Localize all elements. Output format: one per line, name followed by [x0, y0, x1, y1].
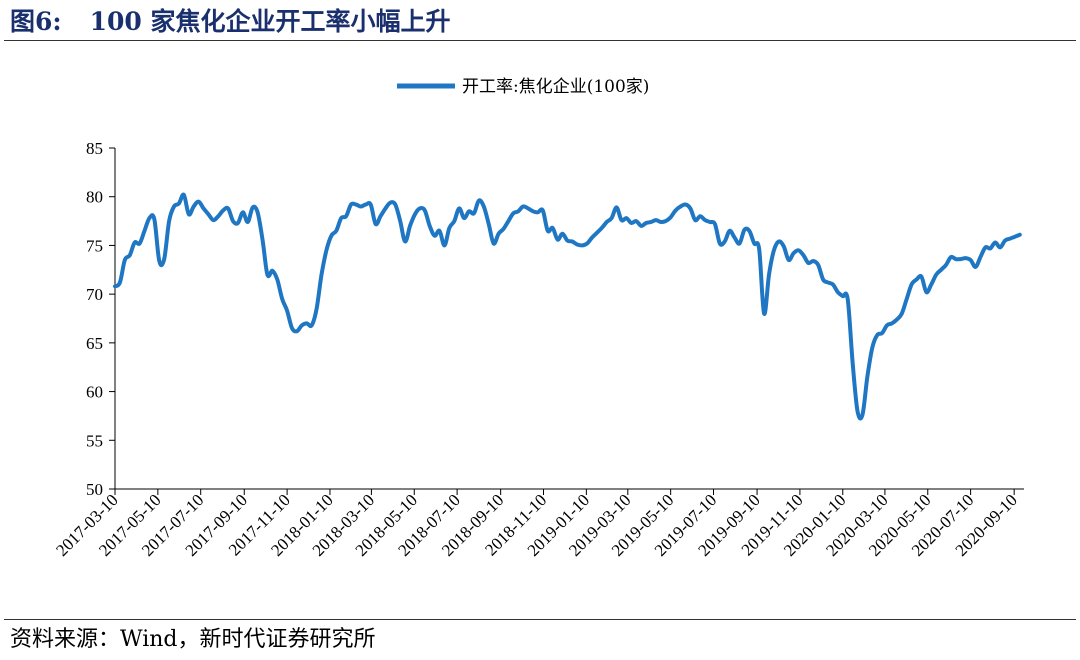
y-tick-label: 70: [86, 285, 103, 304]
top-divider: [4, 40, 1076, 41]
x-axis: 2017-03-102017-05-102017-07-102017-09-10…: [52, 488, 1024, 560]
y-tick-label: 55: [86, 431, 103, 450]
figure-number: 图6:: [10, 7, 62, 36]
y-tick-label: 65: [86, 334, 103, 353]
y-tick-label: 75: [86, 236, 103, 255]
y-tick-label: 50: [86, 480, 103, 499]
y-axis: 85 80 75 70 65 60 55 50: [86, 139, 116, 499]
figure-title: 图6: 100 家焦化企业开工率小幅上升: [10, 4, 451, 40]
plot-area: [113, 192, 1022, 421]
bottom-divider: [4, 619, 1076, 620]
figure-title-text: 100 家焦化企业开工率小幅上升: [89, 7, 451, 36]
y-tick-label: 85: [86, 139, 103, 158]
line-chart: 开工率:焦化企业(100家) 85 80 75 70 65 60 55 50 2017-03-…: [52, 77, 1024, 560]
chart-legend: 开工率:焦化企业(100家): [397, 77, 649, 97]
series-line: [113, 192, 1022, 421]
source-note: 资料来源：Wind，新时代证券研究所: [10, 627, 376, 652]
y-tick-label: 60: [86, 383, 103, 402]
y-tick-label: 80: [86, 188, 103, 207]
legend-label: 开工率:焦化企业(100家): [462, 77, 649, 97]
